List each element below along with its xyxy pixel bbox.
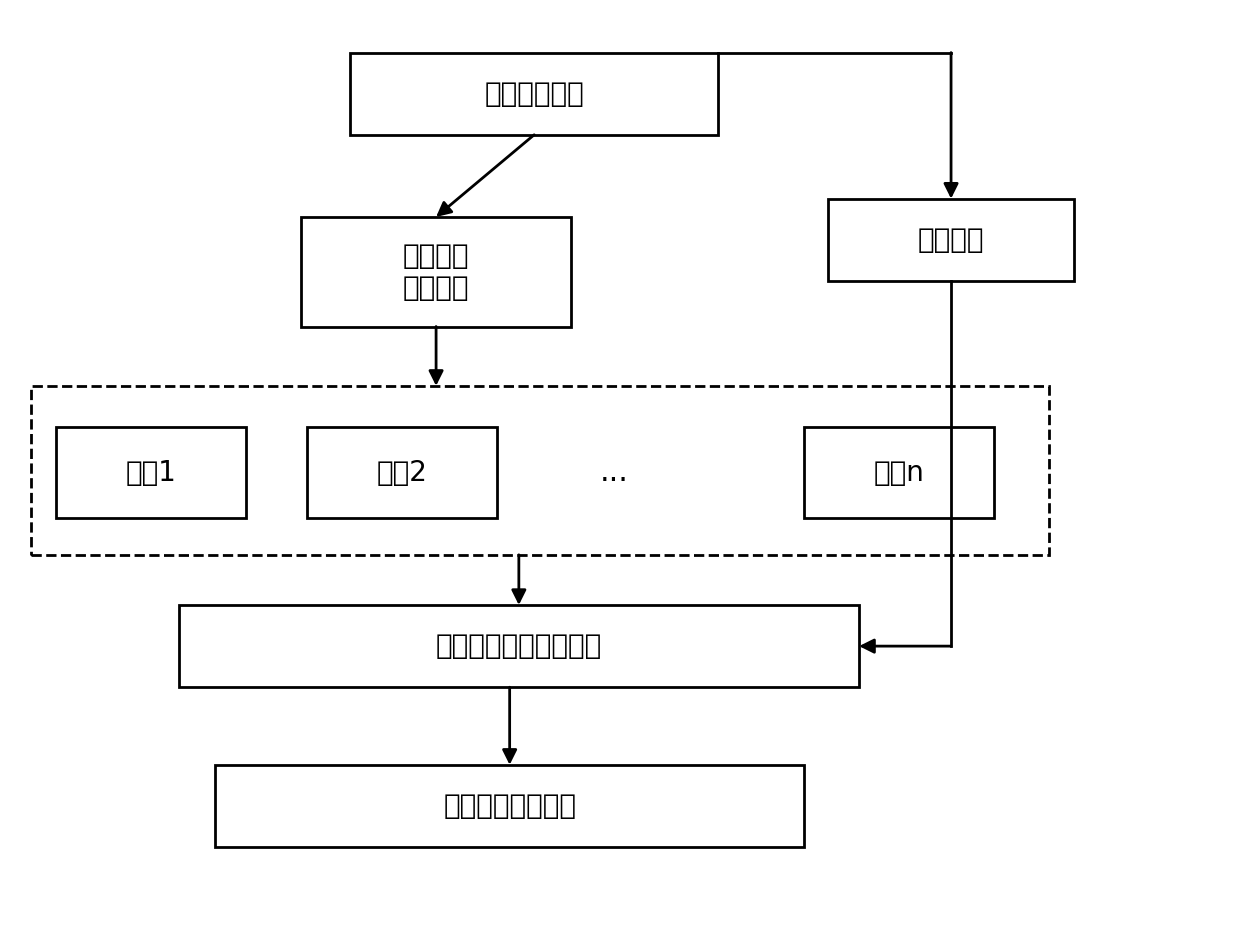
Text: 模型1: 模型1	[125, 459, 176, 487]
Text: 模型2: 模型2	[377, 459, 428, 487]
Text: ...: ...	[599, 458, 629, 487]
Bar	[56, 427, 246, 518]
Bar	[350, 53, 718, 134]
Bar	[828, 198, 1074, 281]
Text: 分组后的
训练样本: 分组后的 训练样本	[403, 242, 469, 302]
Bar	[308, 427, 497, 518]
Text: 计算综合决策矩阵: 计算综合决策矩阵	[443, 792, 577, 819]
Text: 统计每个模型辨识结果: 统计每个模型辨识结果	[435, 632, 601, 660]
Bar	[216, 765, 804, 847]
Text: 模型n: 模型n	[873, 459, 924, 487]
Bar	[804, 427, 994, 518]
Text: 构建特征数据: 构建特征数据	[485, 80, 584, 108]
Bar	[301, 217, 570, 326]
Text: 整定数据: 整定数据	[918, 226, 985, 254]
Bar	[179, 605, 859, 687]
Bar	[31, 386, 1049, 555]
